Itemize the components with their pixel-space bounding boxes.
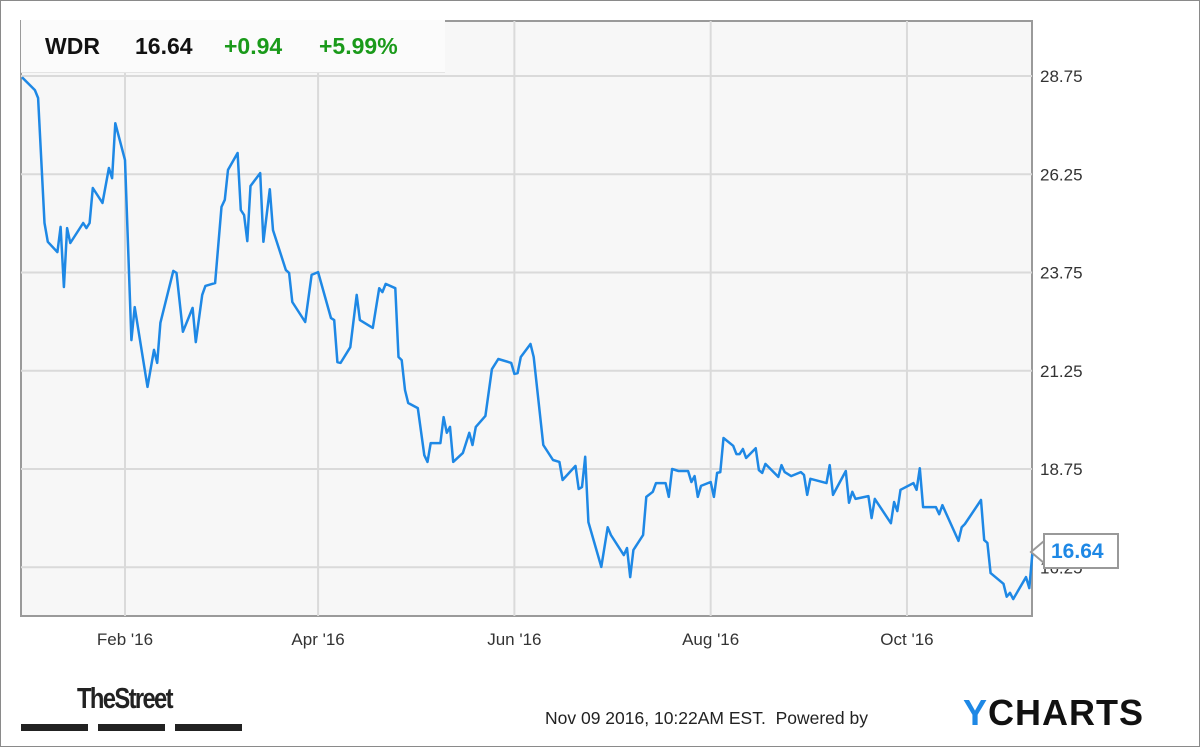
thestreet-logo-bar bbox=[98, 724, 165, 731]
x-tick-label: Feb '16 bbox=[97, 630, 153, 649]
last-price: 16.64 bbox=[135, 33, 193, 59]
ycharts-logo-y: Y bbox=[963, 692, 989, 733]
footer-timestamp: Nov 09 2016, 10:22AM EST. Powered by bbox=[545, 708, 868, 729]
x-tick-label: Apr '16 bbox=[291, 630, 344, 649]
timestamp: Nov 09 2016, 10:22AM EST. bbox=[545, 708, 766, 728]
percent-change: +5.99% bbox=[319, 33, 398, 59]
powered-by: Powered by bbox=[775, 708, 868, 728]
ticker-symbol: WDR bbox=[45, 33, 100, 59]
ycharts-logo-rest: CHARTS bbox=[988, 692, 1145, 733]
x-tick-label: Oct '16 bbox=[880, 630, 933, 649]
price-change: +0.94 bbox=[224, 33, 283, 59]
ycharts-logo: YCHARTS bbox=[963, 692, 1144, 734]
thestreet-logo: TheStreet bbox=[77, 683, 174, 715]
y-tick-label: 23.75 bbox=[1040, 264, 1083, 283]
x-axis: Feb '16 Apr '16 Jun '16 Aug '16 Oct '16 bbox=[97, 630, 934, 649]
last-value-callout: 16.64 bbox=[1043, 533, 1119, 569]
thestreet-logo-bar bbox=[175, 724, 242, 731]
y-tick-label: 18.75 bbox=[1040, 460, 1083, 479]
gridlines bbox=[21, 21, 1032, 616]
plot-area bbox=[20, 20, 1033, 617]
y-tick-label: 28.75 bbox=[1040, 67, 1083, 86]
x-tick-label: Jun '16 bbox=[487, 630, 541, 649]
quote-header: WDR 16.64 +0.94 +5.99% bbox=[21, 20, 445, 73]
thestreet-logo-bar bbox=[21, 724, 88, 731]
y-tick-label: 21.25 bbox=[1040, 362, 1083, 381]
y-tick-label: 26.25 bbox=[1040, 165, 1083, 184]
last-value-label: 16.64 bbox=[1051, 540, 1104, 563]
price-line bbox=[21, 76, 1034, 601]
x-tick-label: Aug '16 bbox=[682, 630, 739, 649]
